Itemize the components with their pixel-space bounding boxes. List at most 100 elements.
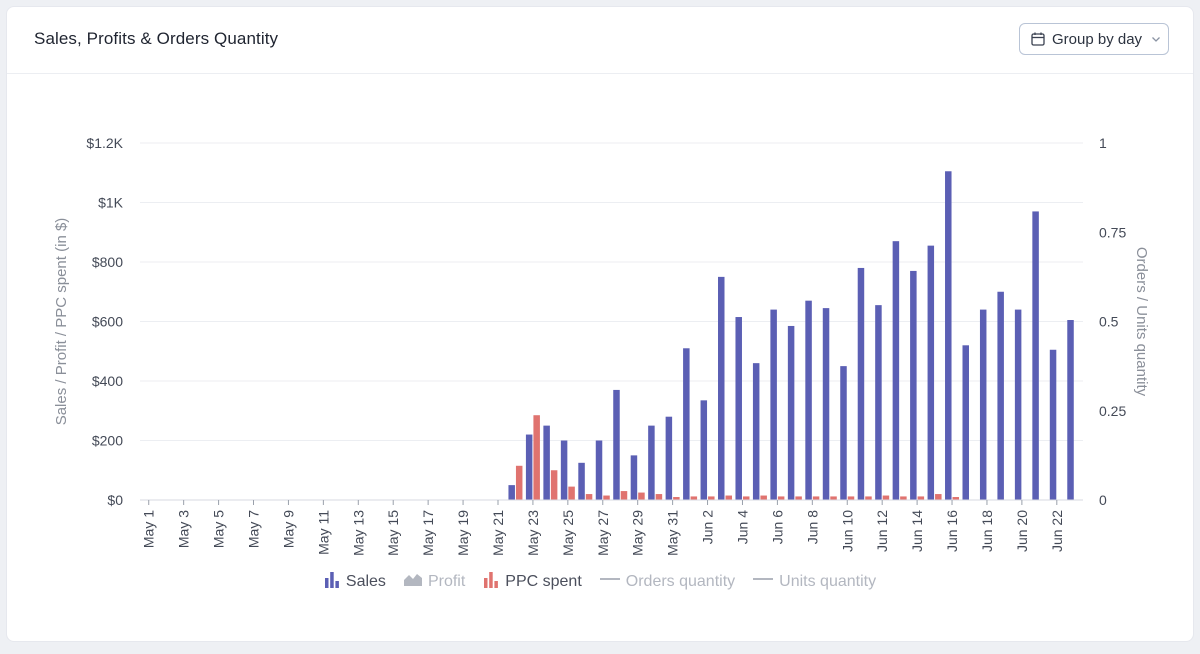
bar-chart-icon (324, 570, 340, 593)
x-tick-label: May 23 (525, 510, 541, 556)
sales-bar (683, 348, 690, 500)
legend-item-units[interactable]: Units quantity (753, 570, 876, 593)
card-header: Sales, Profits & Orders Quantity Group b… (7, 7, 1193, 74)
legend-item-sales[interactable]: Sales (324, 570, 386, 593)
sales-bar (1032, 211, 1039, 501)
ppc-bar (515, 465, 523, 500)
y-tick-label: $1K (98, 195, 124, 211)
sales-bar (962, 345, 969, 500)
x-tick-label: Jun 6 (769, 510, 785, 544)
y2-axis-title: Orders / Units quantity (1133, 247, 1150, 397)
legend-item-ppc[interactable]: PPC spent (483, 570, 582, 593)
ppc-bar (690, 496, 698, 500)
x-tick-label: May 7 (246, 510, 262, 548)
ppc-bar (760, 495, 767, 500)
x-tick-label: May 29 (630, 510, 646, 556)
ppc-bar (620, 491, 628, 500)
line-icon (753, 572, 774, 591)
ppc-bar (865, 496, 872, 500)
legend-label: Profit (427, 572, 466, 590)
ppc-bar (900, 496, 907, 500)
sales-bar (630, 455, 638, 500)
ppc-bar (708, 496, 715, 500)
ppc-bar (777, 496, 785, 500)
sales-bar (665, 416, 673, 500)
ppc-bar (830, 496, 837, 500)
legend-label: Sales (345, 572, 386, 590)
sales-bar (927, 245, 935, 500)
y-tick-label: $800 (92, 254, 123, 270)
sales-bar (525, 434, 533, 500)
ppc-bar (882, 495, 890, 500)
ppc-bar (935, 494, 942, 500)
x-tick-label: May 31 (665, 510, 681, 556)
x-tick-label: May 25 (560, 510, 576, 556)
ppc-bar (655, 494, 663, 500)
x-tick-label: May 17 (420, 510, 436, 556)
sales-bar (752, 363, 760, 500)
x-tick-label: Jun 14 (909, 510, 925, 552)
chart-card: Sales, Profits & Orders Quantity Group b… (6, 6, 1194, 642)
sales-bar (648, 425, 655, 500)
y-axis-title: Sales / Profit / PPC spent (in $) (53, 218, 70, 426)
x-tick-label: May 21 (490, 510, 506, 556)
sales-bar (875, 305, 882, 500)
sales-bar (770, 309, 777, 500)
ppc-bar (673, 497, 680, 500)
sales-bar (787, 325, 795, 500)
page-title: Sales, Profits & Orders Quantity (34, 29, 279, 48)
x-tick-label: May 9 (280, 510, 296, 548)
x-tick-label: May 11 (315, 510, 331, 555)
sales-bar (613, 389, 620, 500)
y-tick-label: $0 (107, 492, 123, 508)
x-tick-label: Jun 2 (700, 510, 716, 544)
x-tick-label: Jun 10 (839, 510, 855, 552)
sales-bar (1067, 320, 1074, 500)
ppc-bar (533, 415, 540, 500)
chart-legend: Sales Profit PPC spent Orders quantity U… (0, 570, 1200, 593)
ppc-bar (585, 494, 593, 500)
sales-bar (508, 485, 515, 500)
group-by-dropdown[interactable]: Group by day (1019, 23, 1169, 55)
area-chart-icon (403, 572, 422, 591)
sales-bar (892, 241, 900, 501)
x-tick-label: May 19 (455, 510, 471, 556)
x-tick-label: Jun 22 (1049, 510, 1065, 552)
sales-bar (805, 300, 812, 500)
legend-item-orders[interactable]: Orders quantity (599, 570, 736, 593)
legend-label: Orders quantity (625, 572, 736, 590)
sales-bar (700, 400, 708, 500)
sales-bar (979, 309, 987, 500)
y-tick-label: $200 (92, 433, 123, 449)
x-tick-label: Jun 4 (734, 510, 750, 544)
legend-item-profit[interactable]: Profit (403, 570, 466, 593)
ppc-bar (742, 496, 750, 500)
legend-label: Units quantity (779, 572, 877, 590)
y-tick-label: $400 (92, 373, 123, 389)
sales-bar (910, 270, 917, 500)
sales-bar (718, 276, 725, 500)
ppc-bar (917, 496, 925, 500)
y2-tick-label: 0.75 (1099, 224, 1126, 240)
ppc-bar (568, 486, 575, 500)
x-tick-label: Jun 16 (944, 510, 960, 552)
ppc-bar (550, 470, 558, 500)
sales-bar (1049, 349, 1057, 500)
sales-bar (543, 425, 550, 500)
y2-tick-label: 0 (1099, 492, 1107, 508)
ppc-bar (795, 496, 802, 500)
x-tick-label: May 1 (141, 510, 157, 548)
x-tick-label: Jun 12 (874, 510, 890, 552)
x-tick-label: Jun 18 (979, 510, 995, 552)
legend-label: PPC spent (505, 572, 582, 590)
sales-bar (822, 308, 830, 500)
ppc-bar (725, 495, 733, 500)
sales-bar (578, 462, 585, 500)
y2-tick-label: 0.25 (1099, 403, 1126, 419)
ppc-bar (847, 496, 855, 500)
x-tick-label: Jun 20 (1014, 510, 1030, 552)
sales-bar (997, 291, 1004, 500)
y2-tick-label: 0.5 (1099, 314, 1119, 330)
sales-bar (560, 440, 568, 500)
